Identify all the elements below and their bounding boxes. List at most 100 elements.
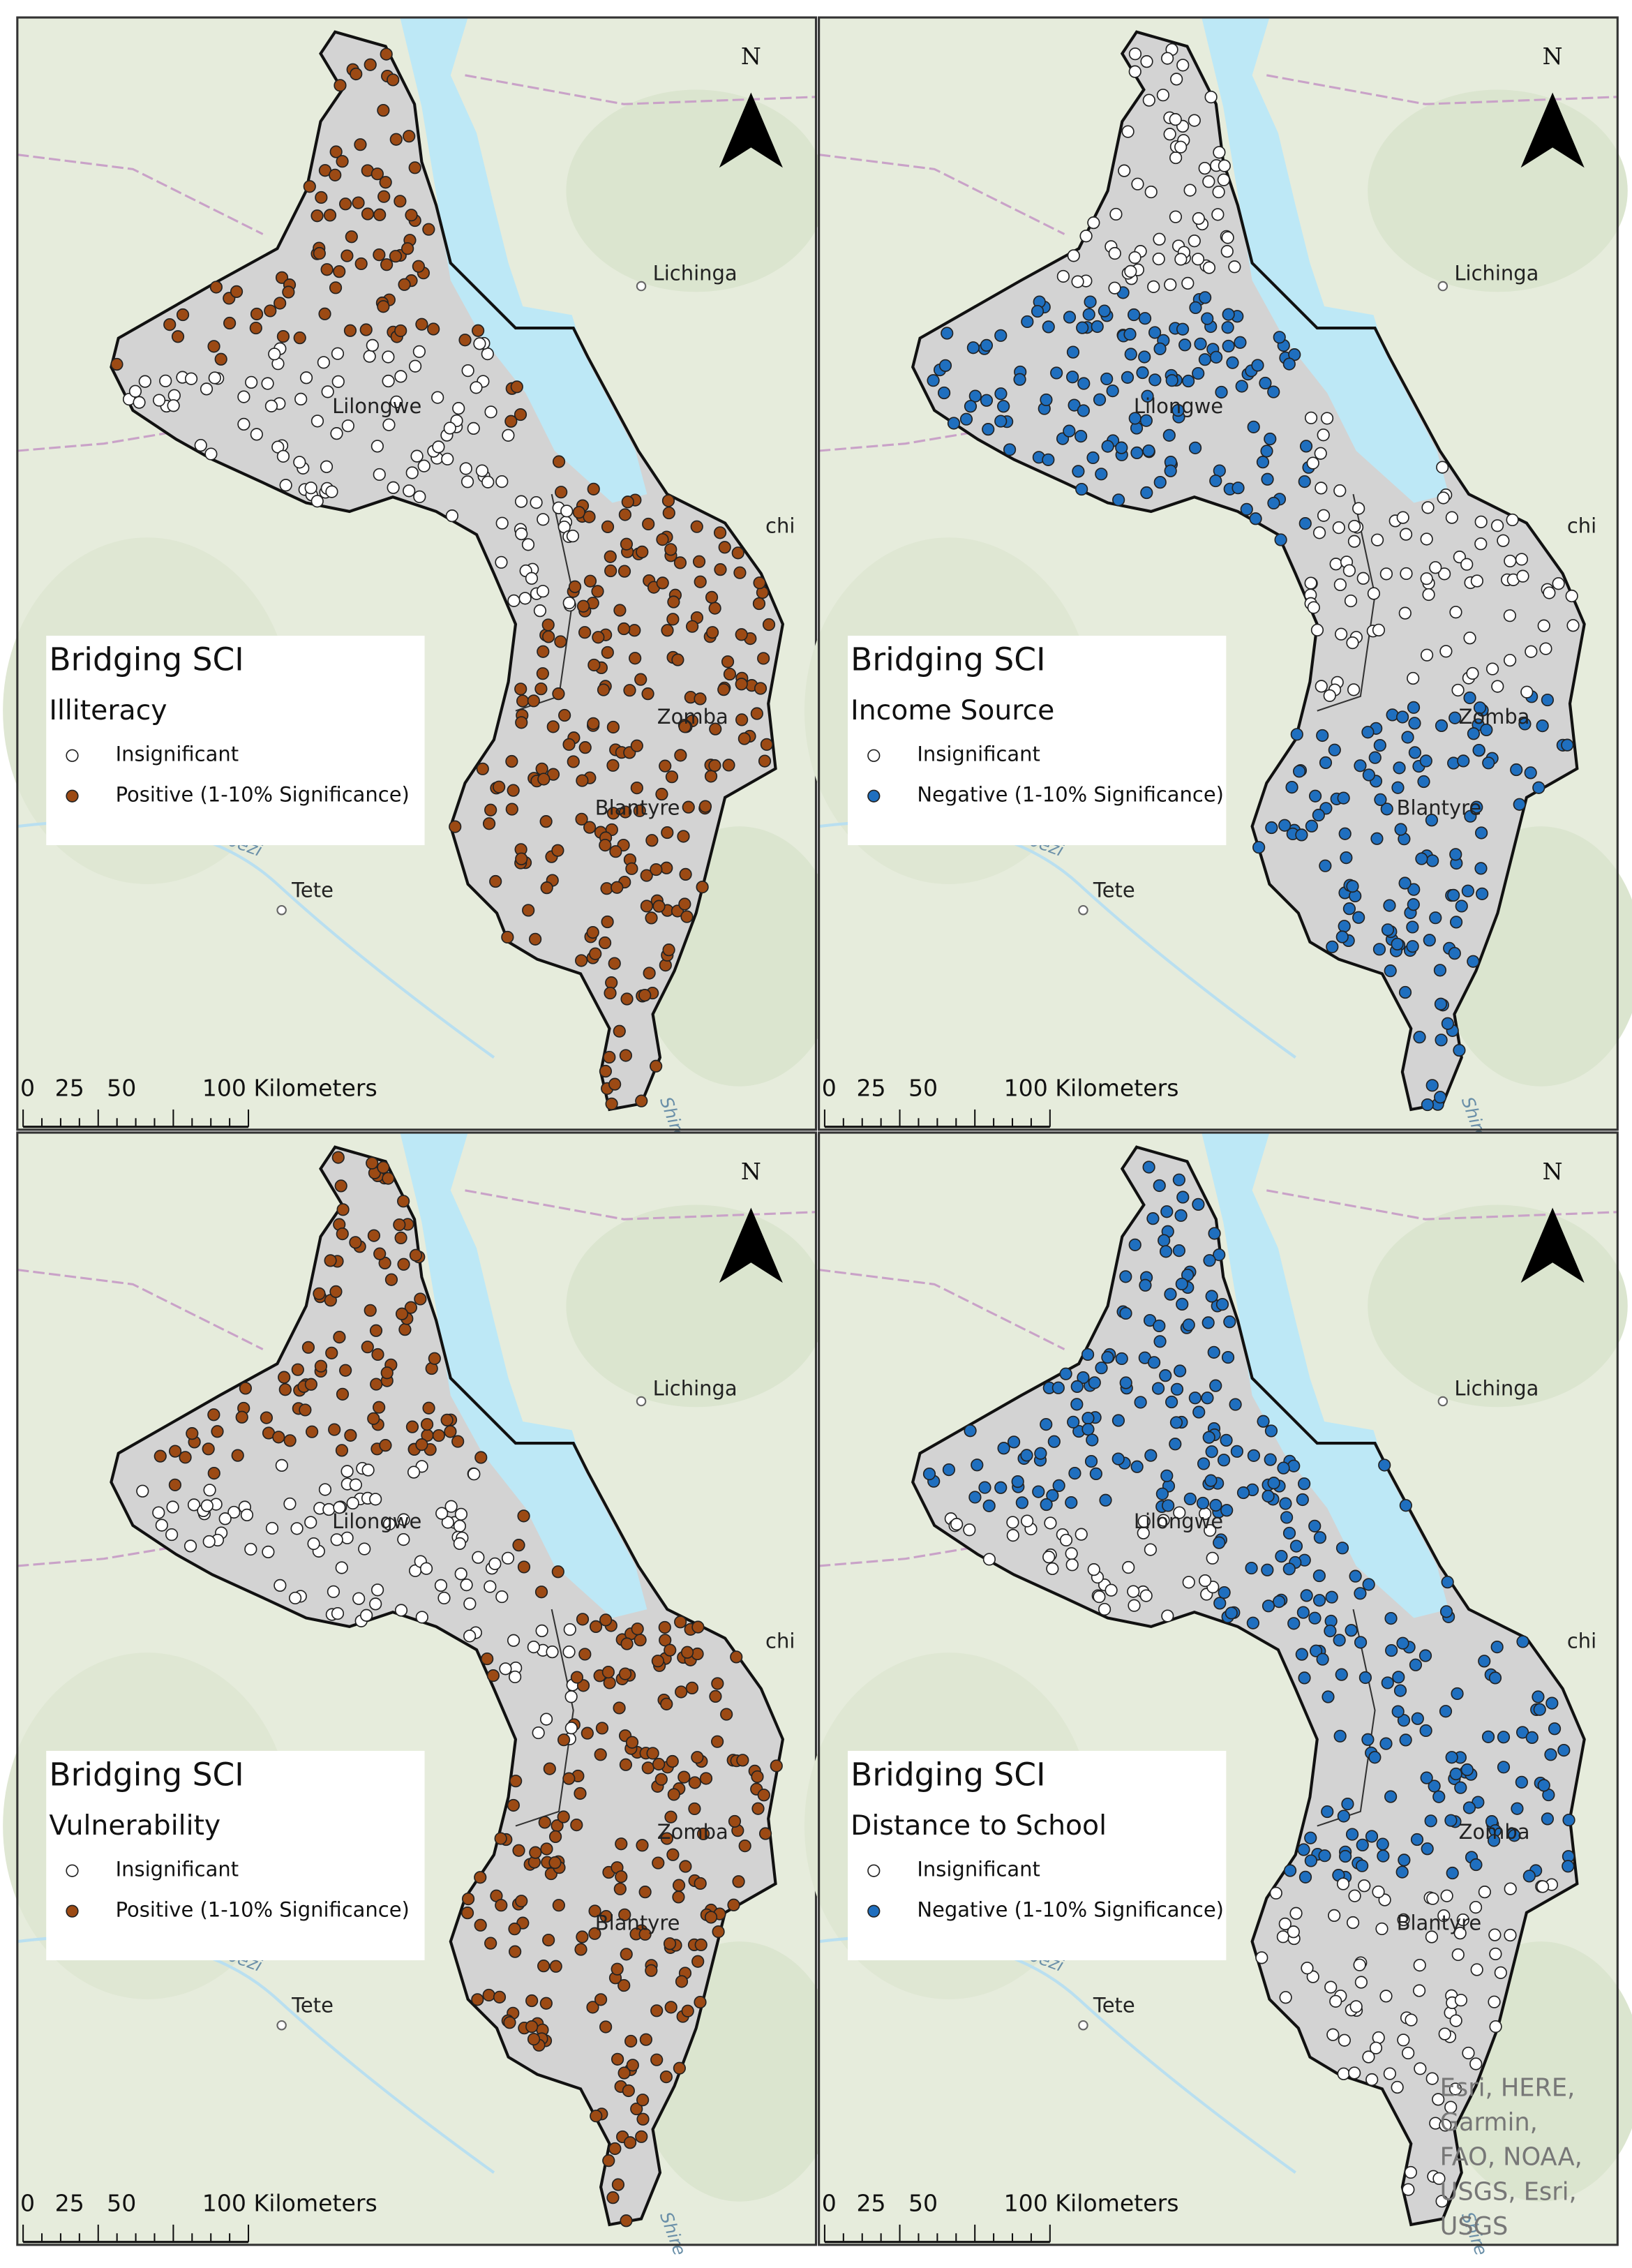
site-dot (1407, 701, 1421, 714)
site-dot (982, 1499, 996, 1512)
site-dot (1345, 1828, 1359, 1841)
site-dot (671, 653, 684, 666)
legend-box (848, 635, 1227, 846)
site-dot (422, 1401, 435, 1415)
site-dot (1217, 1454, 1231, 1467)
site-dot (1513, 798, 1526, 811)
site-dot (1130, 446, 1144, 460)
site-dot (1497, 1731, 1511, 1744)
site-dot (1440, 1889, 1453, 1902)
site-dot (1485, 662, 1499, 676)
site-dot (594, 1748, 607, 1761)
attribution: USGS, Esri, (1440, 2177, 1577, 2206)
site-dot (620, 537, 634, 551)
panel-frame (818, 1131, 1619, 2246)
site-dot (645, 1964, 658, 1977)
site-dot (525, 2020, 539, 2034)
site-dot (1066, 371, 1079, 384)
site-dot (611, 2052, 624, 2066)
site-dot (366, 1156, 379, 1170)
site-dot (533, 604, 547, 618)
site-dot (505, 803, 518, 816)
site-dot (1304, 576, 1317, 590)
site-dot (415, 318, 428, 331)
site-dot (675, 1685, 688, 1699)
site-dot (1488, 1834, 1501, 1847)
site-dot (709, 722, 722, 736)
legend-label: Insignificant (116, 743, 239, 766)
site-dot (1409, 1658, 1423, 1671)
site-dot (1176, 1297, 1189, 1311)
site-dot (310, 209, 324, 223)
site-dot (728, 1814, 742, 1828)
site-dot (576, 1613, 590, 1626)
site-dot (1322, 1690, 1335, 1703)
site-dot (461, 1892, 475, 1906)
site-dot (618, 1667, 632, 1680)
site-dot (1434, 997, 1448, 1010)
site-dot (1046, 1562, 1059, 1576)
site-dot (1063, 424, 1076, 438)
site-dot (537, 513, 550, 526)
site-dot (1234, 336, 1247, 349)
site-dot (1306, 1970, 1319, 1983)
site-dot (1232, 482, 1245, 495)
site-dot (1383, 2067, 1396, 2080)
site-dot (310, 495, 324, 508)
site-dot (1449, 916, 1463, 929)
site-dot (304, 1378, 317, 1391)
site-dot (1463, 632, 1476, 645)
site-dot (1494, 1966, 1507, 1979)
site-dot (636, 545, 649, 559)
site-dot (604, 986, 617, 1000)
site-dot (486, 1669, 500, 1683)
site-dot (461, 1907, 474, 1920)
place-label: Lilongwe (1134, 1509, 1223, 1533)
site-dot (1065, 1558, 1079, 1572)
site-dot (752, 597, 766, 611)
place-label: Tete (1093, 878, 1135, 902)
site-dot (694, 1877, 707, 1890)
site-dot (1174, 1209, 1188, 1222)
site-dot (620, 992, 634, 1006)
site-dot (484, 803, 497, 816)
site-dot (966, 341, 980, 355)
site-dot (638, 1886, 652, 1899)
site-dot (495, 516, 509, 530)
site-dot (630, 2102, 643, 2116)
site-dot (1021, 315, 1034, 329)
legend-swatch (66, 1904, 79, 1918)
site-dot (727, 1898, 740, 1911)
site-dot (370, 440, 384, 453)
site-dot (493, 780, 506, 793)
site-dot (733, 566, 747, 579)
site-dot (564, 1722, 578, 1735)
site-dot (1075, 1528, 1088, 1541)
site-dot (1315, 680, 1328, 693)
site-dot (586, 926, 599, 939)
site-dot (476, 762, 489, 775)
site-dot (354, 138, 367, 151)
site-dot (1298, 1671, 1311, 1685)
place-label: Lichinga (1454, 1376, 1539, 1400)
map-panel: LichingaLilongwechiZombaBlantyreTeteZamb… (3, 16, 841, 1143)
site-dot (323, 209, 337, 222)
site-dot (1309, 1644, 1323, 1657)
site-dot (1245, 1561, 1258, 1575)
place-label: chi (765, 514, 795, 538)
site-dot (1543, 586, 1556, 599)
site-dot (155, 1519, 168, 1532)
site-dot (963, 1523, 976, 1537)
site-dot (473, 337, 486, 350)
site-dot (1221, 1350, 1235, 1364)
site-dot (1369, 2041, 1383, 2054)
site-dot (407, 1465, 421, 1479)
site-dot (358, 1542, 371, 1555)
site-dot (1437, 1909, 1451, 1923)
site-dot (1464, 810, 1477, 823)
site-dot (482, 1988, 495, 2002)
site-dot (1379, 1737, 1393, 1750)
site-dot (454, 1567, 467, 1581)
site-dot (264, 304, 277, 318)
